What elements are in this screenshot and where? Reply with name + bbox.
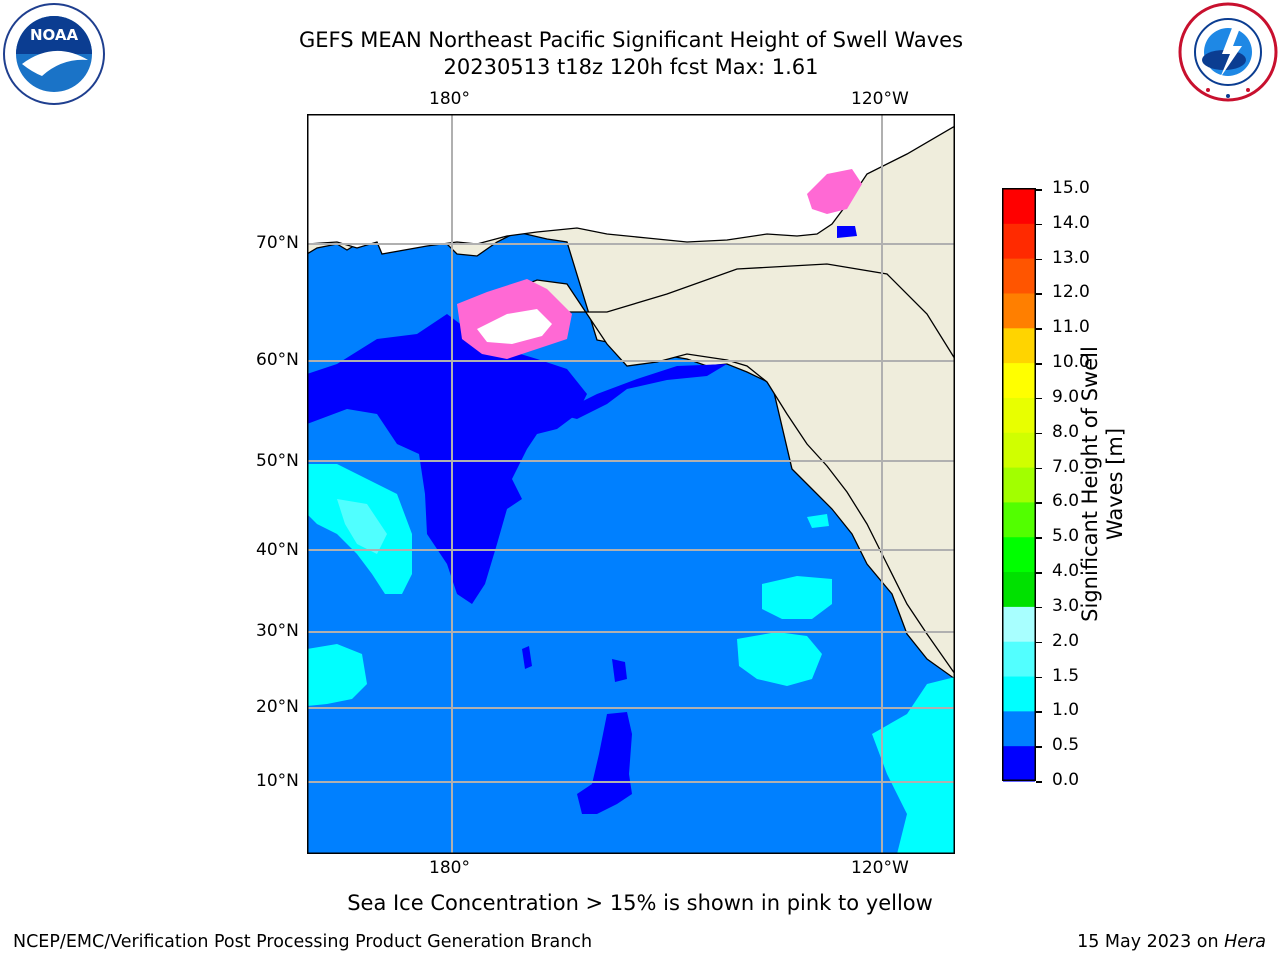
colorbar-tick-mark (1036, 363, 1042, 365)
colorbar-segment (1003, 746, 1035, 782)
swell-low-hawaii (577, 712, 632, 814)
noaa-logo-text: NOAA (30, 26, 79, 44)
lat-tick-20n: 20°N (256, 697, 299, 717)
colorbar-tick-label: 1.0 (1052, 700, 1080, 721)
colorbar-tick-label: 3.0 (1052, 595, 1080, 616)
lon-tick-top-120w: 120°W (851, 89, 909, 109)
colorbar-tick-mark (1036, 711, 1042, 713)
colorbar-tick-mark (1036, 781, 1042, 783)
footer-left: NCEP/EMC/Verification Post Processing Pr… (13, 932, 593, 952)
colorbar-tick-mark (1036, 293, 1042, 295)
map-panel (307, 114, 955, 854)
chart-subtitle: 20230513 t18z 120h fcst Max: 1.61 (443, 55, 819, 79)
sea-ice-core (477, 309, 552, 344)
colorbar-tick-mark (1036, 676, 1042, 679)
chart-title: GEFS MEAN Northeast Pacific Significant … (298, 28, 964, 52)
colorbar-segment (1003, 572, 1035, 608)
lat-tick-60n: 60°N (256, 350, 299, 370)
nws-logo-icon (1178, 2, 1278, 102)
colorbar-tick-label: 13.0 (1052, 247, 1090, 268)
colorbar-tick-mark (1036, 641, 1042, 644)
land-coast (465, 263, 955, 854)
lat-tick-40n: 40°N (256, 540, 299, 560)
lat-tick-10n: 10°N (256, 771, 299, 791)
colorbar-tick-mark (1036, 606, 1042, 609)
sea-ice-arctic-core (837, 226, 857, 238)
colorbar-segment (1003, 293, 1035, 329)
swell-mid-southeast (872, 677, 955, 854)
sea-ice-note: Sea Ice Concentration > 15% is shown in … (347, 891, 933, 915)
noaa-logo-icon: NOAA (3, 3, 105, 105)
colorbar-tick-label: 4.0 (1052, 561, 1080, 582)
footer-date: 15 May 2023 on (1077, 932, 1225, 952)
colorbar-segment (1003, 223, 1035, 260)
colorbar-segment (1003, 711, 1035, 747)
colorbar-tick-label: 11.0 (1052, 317, 1090, 338)
colorbar-segment (1003, 606, 1035, 643)
lat-tick-50n: 50°N (256, 451, 299, 471)
colorbar-tick-mark (1036, 189, 1042, 191)
footer-host: Hera (1224, 932, 1266, 952)
colorbar-tick-mark (1036, 467, 1042, 470)
footer-right: 15 May 2023 on Hera (1077, 932, 1266, 952)
colorbar-segment (1003, 363, 1035, 399)
colorbar-tick-label: 14.0 (1052, 212, 1090, 233)
swell-low-bering (307, 314, 587, 604)
colorbar-segment (1003, 397, 1035, 434)
colorbar-tick-label: 5.0 (1052, 526, 1080, 547)
colorbar-segment (1003, 258, 1035, 295)
swell-low-gulf (557, 364, 727, 419)
colorbar-tick-label: 0.5 (1052, 735, 1080, 756)
colorbar-tick-label: 7.0 (1052, 456, 1080, 477)
colorbar-segment (1003, 432, 1035, 469)
colorbar-frame (1002, 188, 1036, 781)
colorbar-segment (1003, 676, 1035, 712)
lon-tick-bottom-120w: 120°W (851, 858, 909, 878)
map-frame (307, 114, 955, 854)
colorbar-tick-label: 8.0 (1052, 421, 1080, 442)
lat-tick-70n: 70°N (256, 233, 299, 253)
colorbar-tick-mark (1036, 537, 1042, 539)
colorbar-tick-mark (1036, 397, 1042, 400)
colorbar-segment (1003, 328, 1035, 364)
swell-mid-center1 (762, 576, 832, 619)
colorbar-tick-label: 0.0 (1052, 770, 1080, 790)
sea-ice-arctic (807, 169, 862, 214)
colorbar-segment (1003, 502, 1035, 538)
colorbar-segment (1003, 641, 1035, 678)
colorbar-label: Significant Height of Swell Waves [m] (1078, 346, 1127, 622)
lon-tick-top-180: 180° (429, 89, 470, 109)
colorbar-tick-label: 12.0 (1052, 282, 1090, 303)
colorbar-tick-label: 15.0 (1052, 178, 1090, 198)
colorbar-tick-mark (1036, 502, 1042, 504)
colorbar-tick-label: 2.0 (1052, 630, 1080, 651)
swell-mid-center2 (737, 632, 822, 686)
colorbar-segment (1003, 537, 1035, 573)
swell-high-west (337, 499, 387, 554)
lon-tick-bottom-180: 180° (429, 858, 470, 878)
colorbar-tick-label: 1.5 (1052, 665, 1080, 686)
colorbar-tick-mark (1036, 258, 1042, 261)
colorbar-tick-mark (1036, 328, 1042, 330)
colorbar-tick-mark (1036, 746, 1042, 748)
colorbar-segment (1003, 189, 1035, 225)
lat-tick-30n: 30°N (256, 621, 299, 641)
swell-low-island2 (522, 646, 532, 669)
colorbar-tick-mark (1036, 572, 1042, 574)
colorbar-tick-mark (1036, 223, 1042, 226)
colorbar (1002, 188, 1036, 782)
colorbar-tick-label: 9.0 (1052, 386, 1080, 407)
graticule (307, 114, 955, 854)
swell-low-island (612, 659, 627, 682)
colorbar-tick-label: 10.0 (1052, 352, 1090, 373)
colorbar-tick-mark (1036, 432, 1042, 435)
swell-mid-small (807, 514, 829, 528)
swell-mid-southwest (307, 644, 367, 706)
colorbar-tick-label: 6.0 (1052, 491, 1080, 512)
colorbar-segment (1003, 467, 1035, 504)
